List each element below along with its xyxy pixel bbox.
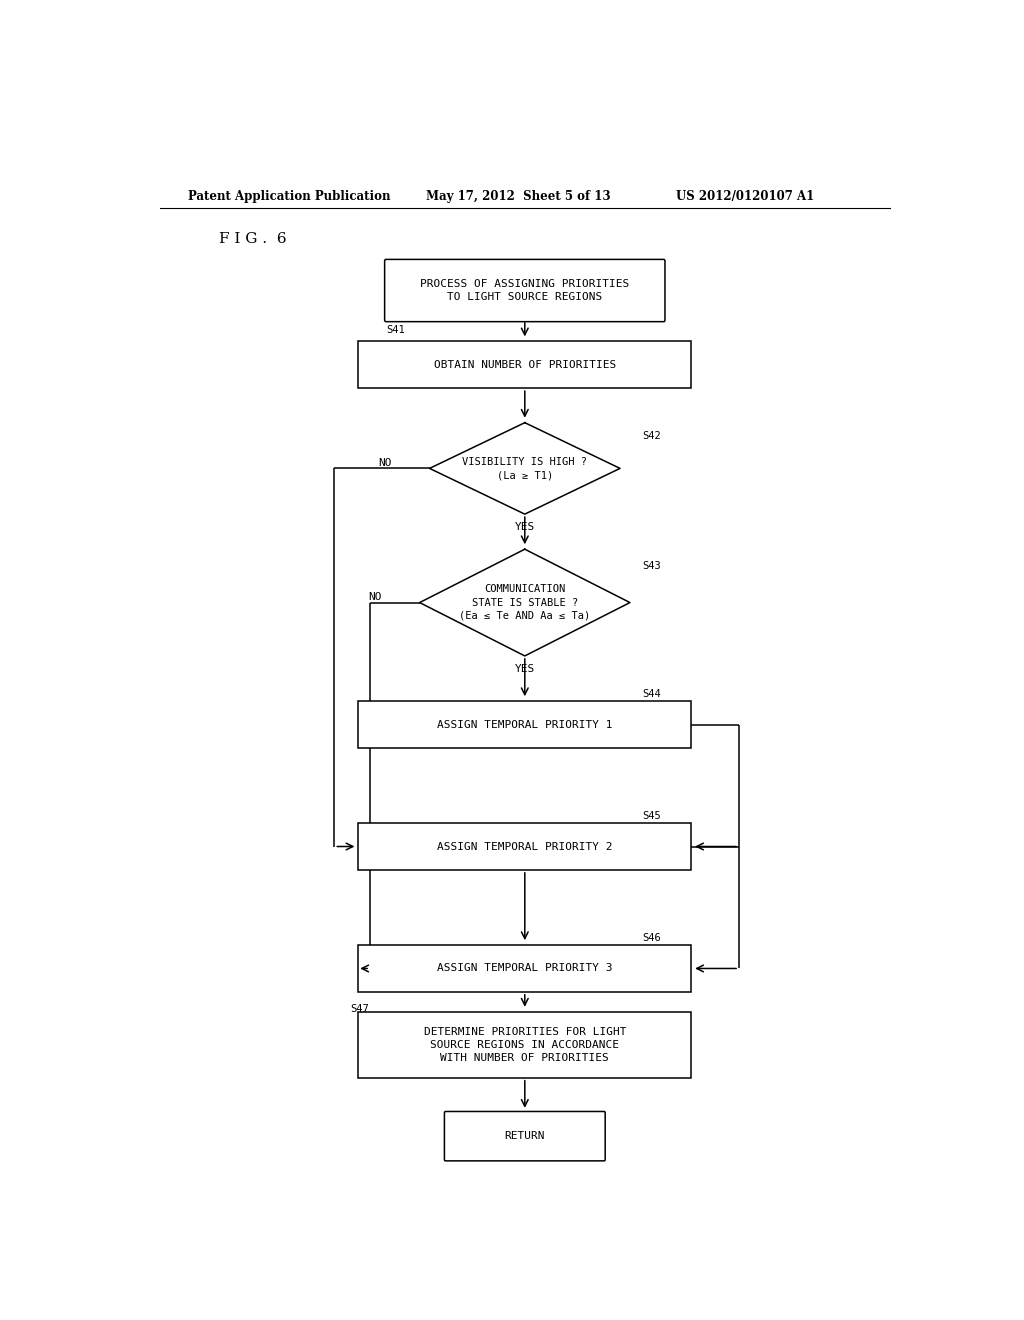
Text: YES: YES <box>515 523 535 532</box>
Text: May 17, 2012  Sheet 5 of 13: May 17, 2012 Sheet 5 of 13 <box>426 190 610 202</box>
Text: COMMUNICATION
STATE IS STABLE ?
(Ea ≤ Te AND Aa ≤ Ta): COMMUNICATION STATE IS STABLE ? (Ea ≤ Te… <box>459 585 591 620</box>
Text: OBTAIN NUMBER OF PRIORITIES: OBTAIN NUMBER OF PRIORITIES <box>434 360 615 370</box>
Text: S46: S46 <box>642 933 662 942</box>
FancyBboxPatch shape <box>358 945 691 991</box>
Text: S45: S45 <box>642 810 662 821</box>
Text: S43: S43 <box>642 561 662 572</box>
Text: Patent Application Publication: Patent Application Publication <box>187 190 390 202</box>
Text: S41: S41 <box>386 325 404 335</box>
Text: YES: YES <box>515 664 535 675</box>
Text: DETERMINE PRIORITIES FOR LIGHT
SOURCE REGIONS IN ACCORDANCE
WITH NUMBER OF PRIOR: DETERMINE PRIORITIES FOR LIGHT SOURCE RE… <box>424 1027 626 1063</box>
Polygon shape <box>420 549 630 656</box>
FancyBboxPatch shape <box>385 260 665 322</box>
Text: US 2012/0120107 A1: US 2012/0120107 A1 <box>676 190 814 202</box>
Text: S42: S42 <box>642 430 662 441</box>
FancyBboxPatch shape <box>358 824 691 870</box>
Text: S47: S47 <box>350 1005 369 1014</box>
FancyBboxPatch shape <box>358 1011 691 1077</box>
Text: PROCESS OF ASSIGNING PRIORITIES
TO LIGHT SOURCE REGIONS: PROCESS OF ASSIGNING PRIORITIES TO LIGHT… <box>420 279 630 302</box>
Text: RETURN: RETURN <box>505 1131 545 1142</box>
Polygon shape <box>430 422 620 515</box>
Text: ASSIGN TEMPORAL PRIORITY 1: ASSIGN TEMPORAL PRIORITY 1 <box>437 719 612 730</box>
Text: S44: S44 <box>642 689 662 700</box>
Text: VISIBILITY IS HIGH ?
(La ≥ T1): VISIBILITY IS HIGH ? (La ≥ T1) <box>462 457 588 480</box>
FancyBboxPatch shape <box>358 342 691 388</box>
Text: NO: NO <box>378 458 391 469</box>
FancyBboxPatch shape <box>358 701 691 748</box>
Text: F I G .  6: F I G . 6 <box>219 232 287 246</box>
FancyBboxPatch shape <box>444 1111 605 1160</box>
Text: ASSIGN TEMPORAL PRIORITY 3: ASSIGN TEMPORAL PRIORITY 3 <box>437 964 612 973</box>
Text: NO: NO <box>368 593 382 602</box>
Text: ASSIGN TEMPORAL PRIORITY 2: ASSIGN TEMPORAL PRIORITY 2 <box>437 842 612 851</box>
